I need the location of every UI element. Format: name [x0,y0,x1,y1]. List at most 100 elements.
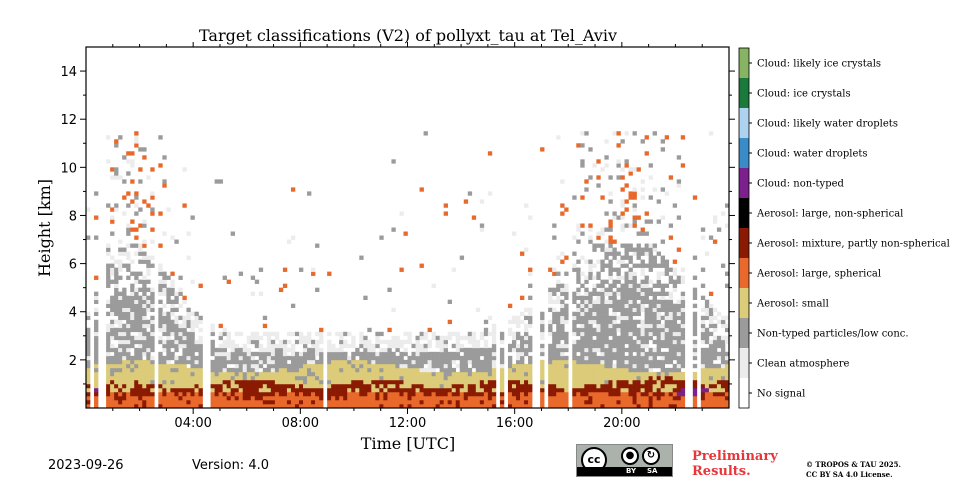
heatmap-cell [483,403,489,409]
heatmap-cell [311,343,316,349]
heatmap-cell [596,311,601,317]
heatmap-cell [652,263,657,268]
heatmap-cell [218,379,223,385]
heatmap-cell [584,291,589,296]
heatmap-cell [166,371,171,377]
heatmap-cell [600,379,605,385]
heatmap-cell [483,395,489,401]
heatmap-cell [600,195,605,200]
heatmap-cell [351,351,356,357]
heatmap-cell [708,391,714,397]
heatmap-cell [668,347,674,353]
heatmap-cell [435,395,440,401]
heatmap-cell [680,371,686,377]
heatmap-cell [447,367,453,373]
heatmap-cell [624,379,629,385]
heatmap-cell [600,375,605,381]
x-tick-label: 16:00 [496,416,533,431]
heatmap-cell [620,187,625,192]
heatmap-cell [576,355,581,361]
heatmap-cell [375,351,380,357]
heatmap-cell [644,287,649,292]
heatmap-cell [608,403,613,409]
heatmap-cell [564,347,569,353]
heatmap-cell [327,351,332,357]
heatmap-cell [294,367,300,373]
heatmap-cell [134,359,139,365]
heatmap-cell [351,395,356,401]
heatmap-cell [636,347,641,353]
heatmap-cell [640,391,645,397]
heatmap-cell [668,307,674,313]
heatmap-cell [218,323,223,329]
heatmap-cell [552,331,557,337]
heatmap-cell [94,327,99,333]
heatmap-cell [588,367,593,373]
heatmap-cell [628,355,633,361]
heatmap-cell [560,327,565,333]
heatmap-cell [174,327,179,333]
heatmap-cell [226,343,231,349]
heatmap-cell [170,403,175,409]
heatmap-cell [130,391,135,397]
heatmap-cell [660,139,665,144]
heatmap-cell [680,323,686,329]
heatmap-cell [516,355,521,361]
heatmap-cell [114,351,119,357]
heatmap-cell [254,343,260,349]
heatmap-cell [628,195,633,200]
heatmap-cell [282,359,288,365]
cc-license-badge[interactable]: cc ● ↻ BY SA [576,444,673,477]
heatmap-cell [608,371,613,377]
heatmap-cell [487,391,493,397]
heatmap-cell [355,383,360,389]
heatmap-cell [628,167,633,172]
heatmap-cell [636,395,641,401]
heatmap-cell [556,335,561,341]
heatmap-cell [560,403,565,409]
heatmap-cell [600,303,605,309]
heatmap-cell [138,319,143,325]
heatmap-cell [242,363,248,369]
heatmap-cell [700,267,706,272]
heatmap-cell [664,303,670,309]
heatmap-cell [130,179,135,184]
heatmap-cell [528,363,533,369]
heatmap-cell [640,195,645,200]
heatmap-cell [624,399,629,405]
heatmap-cell [379,355,384,361]
heatmap-cell [560,387,565,393]
heatmap-cell [114,271,119,276]
heatmap-cell [210,379,215,385]
heatmap-cell [616,395,621,401]
heatmap-cell [584,187,589,192]
heatmap-cell [174,239,179,244]
heatmap-cell [499,367,505,373]
heatmap-cell [106,303,111,309]
heatmap-cell [198,399,203,405]
heatmap-cell [672,259,678,264]
heatmap-cell [419,263,424,268]
heatmap-cell [511,371,517,377]
heatmap-cell [624,299,629,305]
heatmap-cell [624,283,629,288]
heatmap-cell [415,359,420,365]
heatmap-cell [564,363,569,369]
heatmap-cell [222,387,227,393]
heatmap-cell [383,363,388,369]
heatmap-cell [520,319,525,325]
heatmap-cell [564,383,569,389]
heatmap-cell [447,299,453,305]
heatmap-cell [620,215,625,220]
colorbar-segment [739,288,749,318]
heatmap-cell [435,403,440,409]
heatmap-cell [222,327,227,333]
heatmap-cell [150,379,155,385]
heatmap-cell [162,311,167,317]
heatmap-cell [608,251,613,256]
heatmap-cell [407,379,412,385]
heatmap-cell [383,351,388,357]
heatmap-cell [106,263,111,268]
heatmap-cell [644,251,649,256]
heatmap-cell [327,387,332,393]
